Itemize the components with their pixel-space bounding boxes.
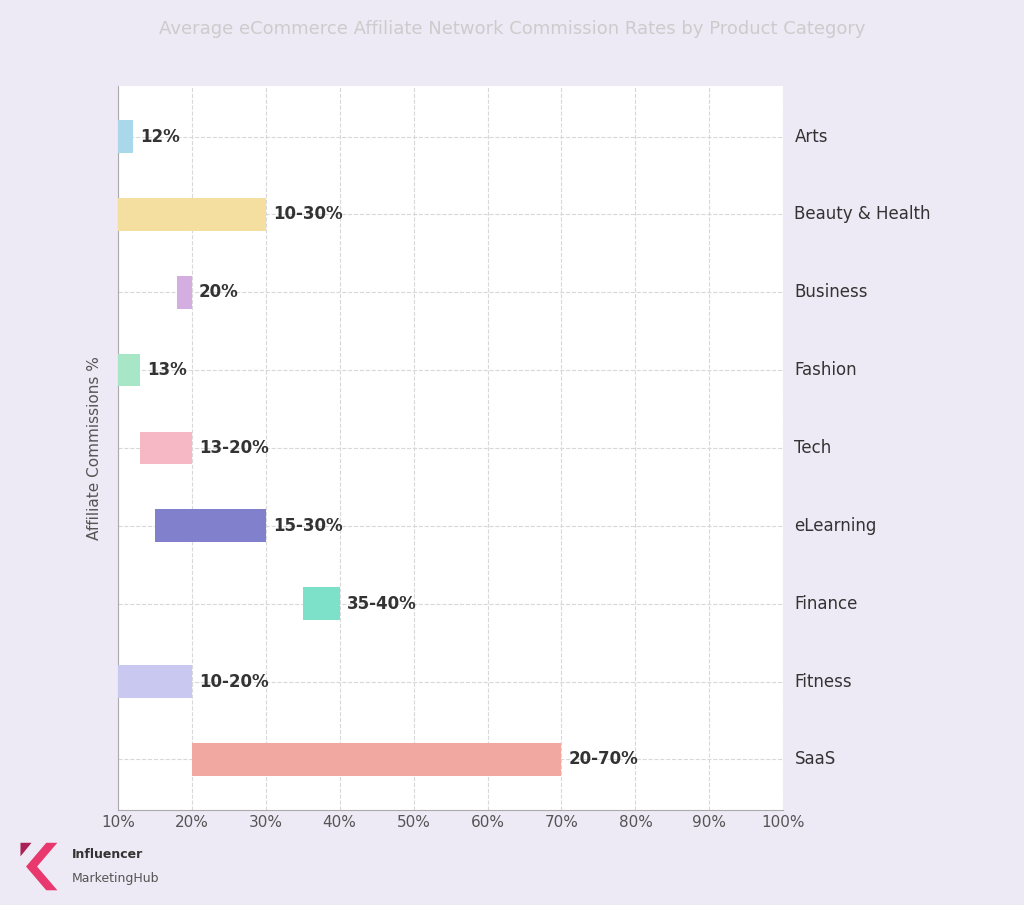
Text: SaaS: SaaS: [795, 750, 836, 768]
Text: Influencer: Influencer: [72, 848, 143, 861]
Y-axis label: Affiliate Commissions %: Affiliate Commissions %: [87, 356, 101, 540]
Text: 10-20%: 10-20%: [199, 672, 268, 691]
Bar: [118, 120, 132, 153]
Text: MarketingHub: MarketingHub: [72, 872, 160, 885]
Bar: [177, 276, 191, 309]
Bar: [118, 198, 265, 231]
Bar: [118, 665, 191, 698]
Text: Arts: Arts: [795, 128, 828, 146]
Bar: [118, 354, 140, 386]
Bar: [303, 587, 340, 620]
Text: Beauty & Health: Beauty & Health: [795, 205, 931, 224]
Text: Tech: Tech: [795, 439, 831, 457]
Text: Fashion: Fashion: [795, 361, 857, 379]
Polygon shape: [20, 843, 32, 856]
Text: Finance: Finance: [795, 595, 858, 613]
Text: 12%: 12%: [140, 128, 179, 146]
Text: 15-30%: 15-30%: [273, 517, 343, 535]
Bar: [155, 510, 265, 542]
Text: 10-30%: 10-30%: [273, 205, 343, 224]
Text: 13%: 13%: [147, 361, 187, 379]
Text: Business: Business: [795, 283, 868, 301]
Text: eLearning: eLearning: [795, 517, 877, 535]
Text: Fitness: Fitness: [795, 672, 852, 691]
Text: 20%: 20%: [199, 283, 239, 301]
Text: 35-40%: 35-40%: [347, 595, 417, 613]
Bar: [191, 743, 561, 776]
Bar: [140, 432, 191, 464]
Text: Average eCommerce Affiliate Network Commission Rates by Product Category: Average eCommerce Affiliate Network Comm…: [159, 21, 865, 38]
Text: 20-70%: 20-70%: [569, 750, 639, 768]
Text: 13-20%: 13-20%: [199, 439, 269, 457]
Polygon shape: [26, 843, 57, 891]
